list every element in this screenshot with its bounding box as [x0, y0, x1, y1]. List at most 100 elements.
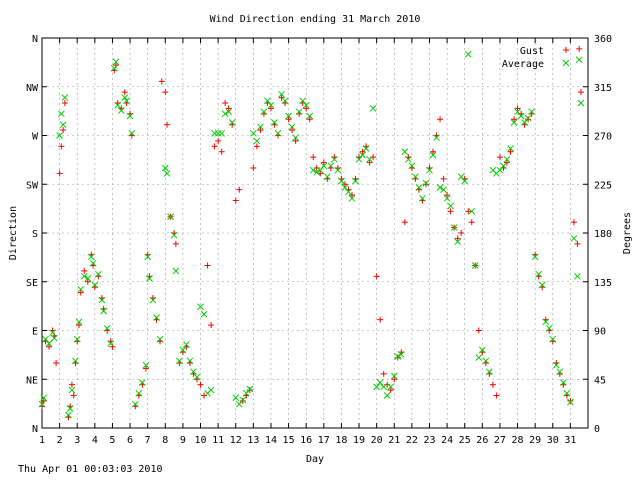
data-point — [538, 281, 546, 289]
series-average — [38, 50, 585, 419]
data-point — [422, 181, 429, 188]
data-point — [559, 379, 567, 386]
y-right-tick-label: 45 — [594, 375, 606, 386]
data-point — [60, 127, 67, 134]
data-point — [186, 357, 194, 365]
data-point — [299, 97, 307, 105]
data-point — [61, 100, 68, 106]
data-point — [81, 267, 88, 274]
data-point — [387, 383, 395, 391]
data-point — [246, 387, 253, 394]
data-point — [433, 134, 440, 142]
x-tick-label: 4 — [92, 435, 98, 446]
chart-title: Wind Direction ending 31 March 2010 — [210, 14, 421, 25]
data-point — [295, 108, 303, 116]
data-point — [221, 110, 229, 118]
data-point — [218, 148, 225, 155]
data-point — [574, 240, 581, 247]
x-tick-label: 27 — [494, 435, 506, 446]
data-point — [383, 392, 391, 399]
data-point — [517, 112, 525, 120]
data-point — [225, 105, 232, 112]
x-axis-label: Day — [306, 454, 324, 465]
x-tick-label: 29 — [529, 435, 541, 446]
data-point — [271, 119, 278, 126]
x-tick-label: 11 — [212, 435, 224, 446]
data-point — [61, 94, 69, 101]
data-point — [570, 219, 577, 226]
data-point — [465, 208, 472, 215]
x-tick-label: 2 — [57, 435, 63, 446]
data-point — [117, 107, 125, 114]
data-point — [376, 379, 384, 386]
x-tick-label: 10 — [194, 435, 206, 446]
data-point — [570, 235, 578, 242]
data-point — [246, 385, 254, 393]
data-point — [45, 340, 53, 347]
y-left-tick-label: NW — [26, 83, 39, 94]
data-point — [401, 148, 409, 156]
data-point — [401, 219, 408, 226]
data-point — [500, 162, 507, 170]
x-tick-label: 9 — [180, 435, 186, 446]
data-point — [408, 162, 416, 170]
data-point — [183, 341, 190, 348]
data-point — [242, 389, 250, 397]
data-point — [289, 127, 296, 134]
y-left-tick-label: NE — [26, 375, 38, 386]
data-point — [380, 383, 388, 391]
data-point — [575, 56, 583, 64]
data-point — [110, 64, 118, 72]
x-tick-label: 17 — [318, 435, 330, 446]
data-point — [142, 361, 150, 369]
legend: Gust Average — [502, 46, 570, 70]
x-tick-label: 19 — [353, 435, 365, 446]
x-tick-labels: 1 2 3 4 5 6 7 8 9 10 11 12 13 14 15 16 17 18 19 20 21 22 23 24 2… — [39, 435, 576, 446]
data-point — [204, 262, 211, 269]
data-point — [447, 208, 454, 215]
x-tick-label: 23 — [423, 435, 435, 446]
data-point — [211, 143, 218, 150]
data-point — [574, 272, 581, 280]
data-point — [310, 154, 317, 161]
data-point — [281, 97, 289, 105]
y-right-tick-label: 315 — [594, 83, 612, 94]
data-point — [468, 219, 475, 226]
legend-marker — [563, 47, 569, 53]
data-point — [471, 262, 479, 269]
data-point — [482, 357, 490, 365]
data-point — [107, 340, 115, 347]
data-point — [156, 335, 164, 343]
data-point — [447, 202, 454, 210]
data-point — [514, 105, 521, 112]
data-point — [478, 346, 486, 354]
data-point — [507, 148, 514, 155]
data-point — [306, 112, 314, 120]
y-left-tick-label: SE — [26, 278, 38, 289]
data-point — [387, 387, 394, 394]
data-point — [170, 231, 178, 239]
data-point — [70, 392, 77, 399]
data-point — [200, 310, 208, 318]
data-point — [190, 368, 197, 376]
data-point — [309, 166, 317, 174]
data-point — [278, 94, 285, 101]
data-point — [232, 197, 239, 204]
data-point — [236, 186, 243, 193]
x-tick-label: 15 — [283, 435, 295, 446]
data-point — [412, 173, 419, 181]
data-point — [352, 177, 359, 185]
y-right-tick-label: 135 — [594, 278, 612, 289]
x-tick-label: 24 — [441, 435, 453, 446]
data-point — [253, 143, 260, 150]
data-point — [507, 145, 514, 152]
data-point — [429, 151, 437, 159]
data-point — [142, 365, 149, 372]
x-tick-label: 20 — [371, 435, 383, 446]
data-point — [176, 357, 183, 365]
data-point — [334, 166, 342, 174]
series-layer — [38, 45, 585, 421]
data-point — [521, 119, 528, 126]
